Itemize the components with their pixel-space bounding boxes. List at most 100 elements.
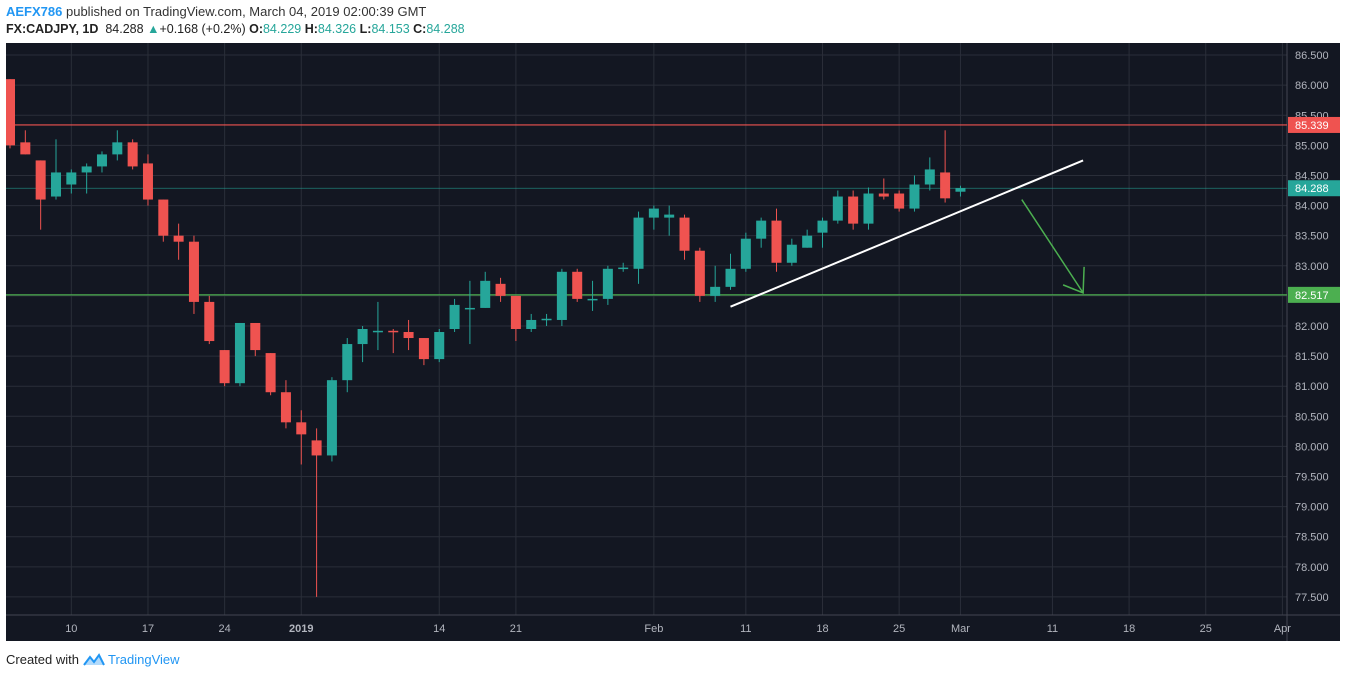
candle [434, 329, 445, 363]
candle [142, 154, 153, 206]
candle [296, 410, 307, 465]
publisher-name[interactable]: AEFX786 [6, 4, 63, 19]
price-tick-label: 86.000 [1295, 80, 1329, 92]
candle-body [572, 271, 583, 299]
low-value: 84.153 [371, 22, 410, 36]
time-tick-label: Feb [644, 623, 663, 635]
tradingview-link[interactable]: TradingView [83, 652, 180, 667]
candle-body [587, 298, 598, 301]
candle-body [434, 332, 445, 360]
footer: Created with TradingView [6, 652, 180, 667]
candle-body [694, 250, 705, 296]
price-tick-label: 78.000 [1295, 562, 1329, 574]
published-text: published on TradingView.com, March 04, … [62, 4, 427, 19]
candle-body [418, 338, 429, 360]
candle-body [618, 267, 629, 270]
candle [449, 298, 460, 333]
candle [878, 178, 889, 200]
candle [694, 247, 705, 302]
candle-body [50, 172, 61, 197]
candle [541, 313, 552, 326]
candle [66, 169, 77, 194]
time-tick-label: 11 [1047, 623, 1058, 635]
candle-body [894, 193, 905, 209]
candle-body [142, 163, 153, 200]
price-tick-label: 83.000 [1295, 261, 1329, 273]
candle [311, 428, 322, 597]
candle [664, 205, 675, 236]
candle [342, 338, 353, 393]
candle-body [602, 268, 613, 299]
candle-body [81, 166, 92, 173]
candle-body [541, 318, 552, 321]
candle [894, 190, 905, 212]
candle [909, 175, 920, 212]
candle [418, 338, 429, 366]
candle [158, 199, 169, 242]
candle-body [234, 322, 245, 384]
candle-body [204, 301, 215, 342]
down-arrow-head [1062, 266, 1085, 294]
candle-body [556, 271, 567, 320]
candle-body [955, 188, 966, 192]
support-price-badge [1288, 286, 1340, 303]
candle [940, 130, 951, 203]
chart-background [6, 43, 1340, 641]
candle-body [526, 319, 537, 329]
time-tick-label: 2019 [289, 623, 313, 635]
candle-body [817, 220, 828, 233]
symbol-legend: FX:CADJPY, 1D 84.288 ▲+0.168 (+0.2%) O:8… [6, 22, 465, 36]
candle [403, 319, 414, 351]
price-tick-label: 81.000 [1295, 381, 1329, 393]
candle-body [878, 193, 889, 197]
candle [480, 271, 491, 308]
close-value: 84.288 [426, 22, 465, 36]
price-tick-label: 77.500 [1295, 592, 1329, 604]
candle-body [786, 244, 797, 263]
candle [602, 265, 613, 305]
candle-body [863, 193, 874, 224]
time-tick-label: 25 [893, 623, 905, 635]
candle [633, 211, 644, 284]
created-with-text: Created with [6, 652, 79, 667]
time-tick-label: 11 [740, 623, 751, 635]
last-price-badge [1288, 180, 1340, 197]
candle [863, 187, 874, 230]
candle-body [127, 142, 138, 167]
price-tick-label: 84.000 [1295, 201, 1329, 213]
candle [96, 151, 107, 173]
candle [280, 380, 291, 429]
price-tick-label: 82.000 [1295, 321, 1329, 333]
candle-body [725, 268, 736, 287]
candle [219, 350, 230, 387]
candle-body [909, 184, 920, 209]
candle-body [388, 330, 399, 333]
candlestick-chart[interactable]: 86.50086.00085.50085.00084.50084.00083.5… [6, 43, 1340, 641]
candle [388, 329, 399, 354]
resistance-price-badge [1288, 116, 1340, 133]
price-tick-label: 78.500 [1295, 532, 1329, 544]
price-tick-label: 86.500 [1295, 50, 1329, 62]
candle-body [771, 220, 782, 263]
price-tick-label: 79.000 [1295, 502, 1329, 514]
low-label: L: [359, 22, 372, 36]
open-label: O: [249, 22, 263, 36]
candle [372, 301, 383, 351]
time-tick-label: Apr [1274, 623, 1291, 635]
candle-body [326, 380, 337, 456]
candle [81, 163, 92, 194]
high-label: H: [304, 22, 318, 36]
price-tick-label: 83.500 [1295, 231, 1329, 243]
price-tick-label: 79.500 [1295, 472, 1329, 484]
candle [234, 322, 245, 387]
price-tick-label: 81.500 [1295, 351, 1329, 363]
tradingview-brand: TradingView [107, 652, 180, 667]
trendline [730, 159, 1084, 308]
candle-body [832, 196, 843, 221]
candle [740, 232, 751, 272]
time-tick-label: 14 [433, 623, 445, 635]
candle [832, 190, 843, 224]
candle [572, 268, 583, 302]
candle-body [802, 235, 813, 248]
candle [710, 265, 721, 302]
